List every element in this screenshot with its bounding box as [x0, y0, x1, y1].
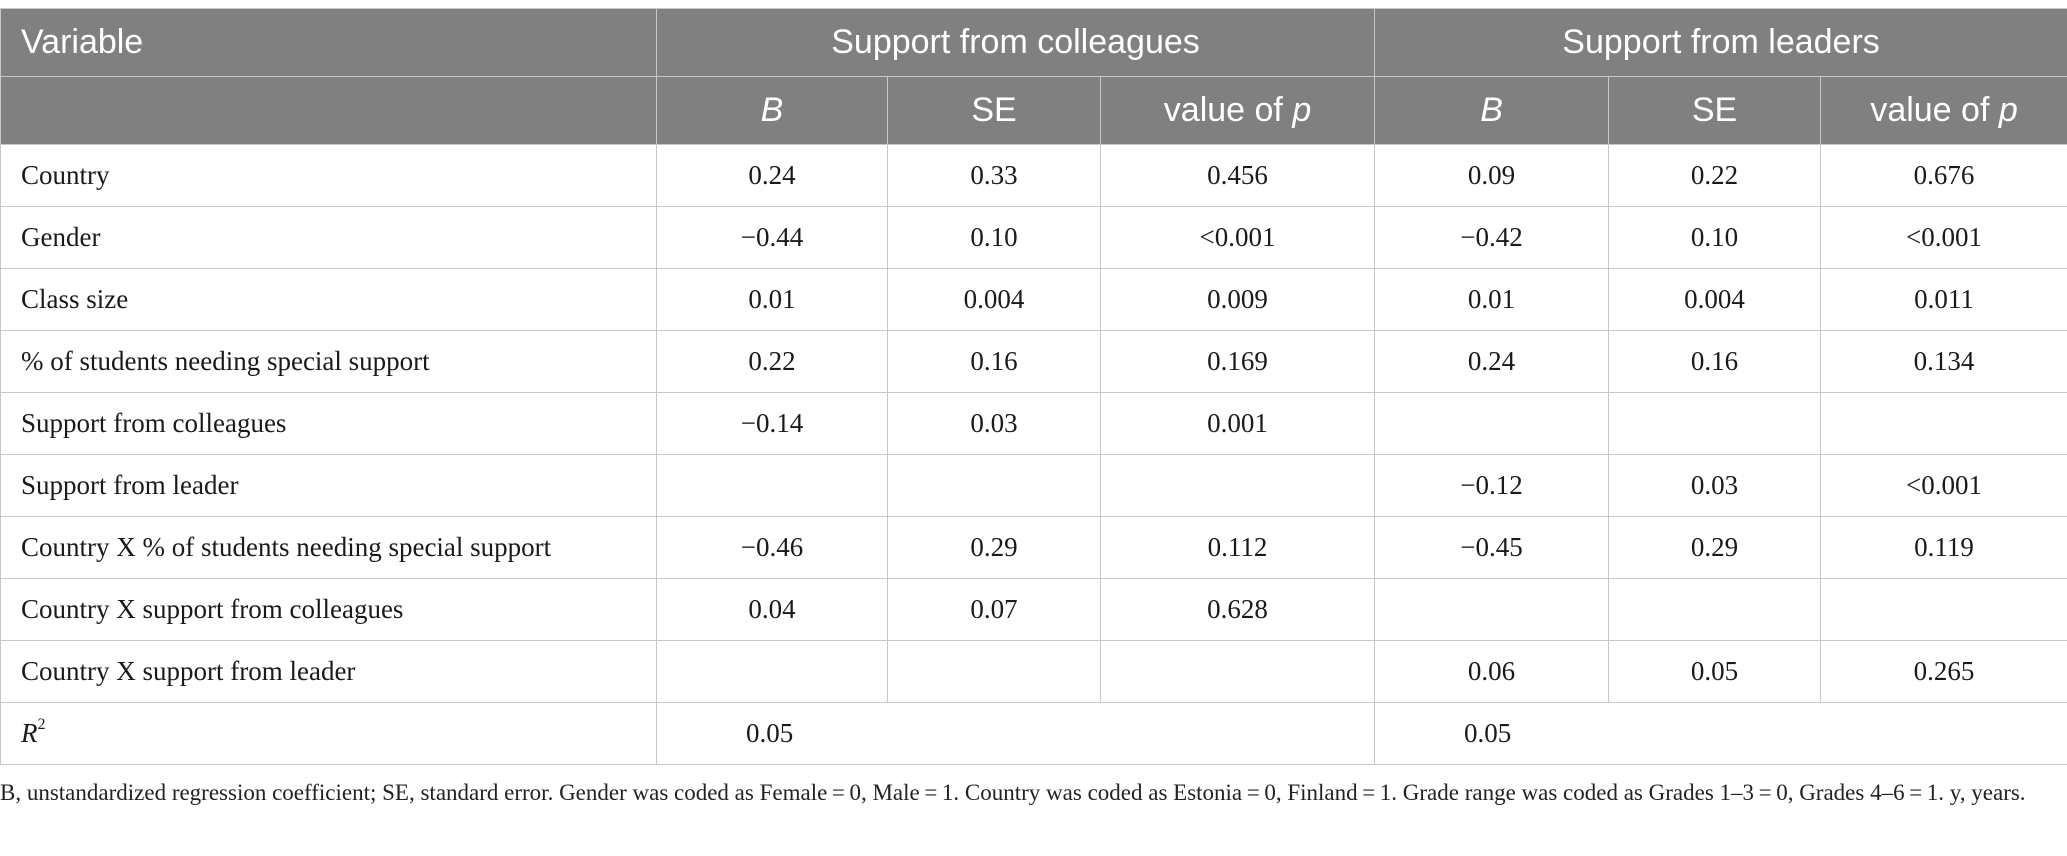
leaders-se-cell [1608, 392, 1822, 455]
leaders-se-cell: 0.05 [1608, 640, 1822, 703]
colleagues-b-cell: 0.04 [656, 578, 888, 641]
r-squared-label: R2 [0, 702, 657, 765]
colleagues-p-header: value of p [1099, 76, 1376, 145]
colleagues-b-cell: 0.22 [656, 330, 888, 393]
leaders-p-cell [1820, 392, 2067, 455]
colleagues-p-cell: 0.456 [1099, 144, 1376, 207]
leaders-b-cell: 0.24 [1374, 330, 1610, 393]
leaders-p-header-var: p [1998, 91, 2018, 129]
colleagues-p-cell: 0.009 [1099, 268, 1376, 331]
colleagues-se-cell: 0.29 [887, 516, 1101, 579]
leaders-p-cell: 0.676 [1820, 144, 2067, 207]
colleagues-se-cell: 0.16 [887, 330, 1101, 393]
row-label: Country X support from leader [0, 640, 657, 703]
leaders-p-header: value of p [1820, 76, 2067, 145]
leaders-p-cell: 0.134 [1820, 330, 2067, 393]
leaders-se-cell [1608, 578, 1822, 641]
colleagues-se-cell [887, 640, 1101, 703]
header-row-groups: Variable Support from colleagues Support… [0, 8, 2067, 77]
colleagues-b-cell: 0.24 [656, 144, 888, 207]
leaders-b-cell: −0.42 [1374, 206, 1610, 269]
leaders-p-cell: 0.119 [1820, 516, 2067, 579]
row-label: Support from leader [0, 454, 657, 517]
leaders-se-cell: 0.10 [1608, 206, 1822, 269]
leaders-p-header-text: value of [1870, 91, 1999, 129]
leaders-b-cell: 0.09 [1374, 144, 1610, 207]
leaders-p-cell: <0.001 [1820, 454, 2067, 517]
leaders-se-cell: 0.16 [1608, 330, 1822, 393]
table-footnote: B, unstandardized regression coefficient… [0, 780, 2026, 805]
table-row: Gender −0.44 0.10 <0.001 −0.42 0.10 <0.0… [0, 206, 2067, 269]
colleagues-b-cell [656, 454, 888, 517]
leaders-b-cell [1374, 392, 1610, 455]
colleagues-b-cell: −0.14 [656, 392, 888, 455]
leaders-r-squared-value: 0.05 [1374, 702, 2067, 765]
colleagues-p-cell: <0.001 [1099, 206, 1376, 269]
colleagues-b-cell: 0.01 [656, 268, 888, 331]
row-label: % of students needing special support [0, 330, 657, 393]
colleagues-b-header: B [656, 76, 888, 145]
leaders-se-header: SE [1608, 76, 1822, 145]
colleagues-p-cell [1099, 454, 1376, 517]
leaders-se-cell: 0.004 [1608, 268, 1822, 331]
colleagues-p-header-var: p [1292, 91, 1312, 129]
colleagues-se-cell: 0.03 [887, 392, 1101, 455]
leaders-b-cell: −0.45 [1374, 516, 1610, 579]
leaders-se-cell: 0.03 [1608, 454, 1822, 517]
colleagues-b-cell [656, 640, 888, 703]
colleagues-se-cell: 0.004 [887, 268, 1101, 331]
leaders-b-header: B [1374, 76, 1610, 145]
leaders-p-cell: <0.001 [1820, 206, 2067, 269]
table-row: Class size 0.01 0.004 0.009 0.01 0.004 0… [0, 268, 2067, 331]
r-squared-superscript: 2 [37, 716, 46, 733]
row-label: Country X support from colleagues [0, 578, 657, 641]
leaders-se-cell: 0.22 [1608, 144, 1822, 207]
regression-table: Variable Support from colleagues Support… [0, 8, 2067, 765]
table-row: Support from colleagues −0.14 0.03 0.001 [0, 392, 2067, 455]
leaders-b-cell: −0.12 [1374, 454, 1610, 517]
r-squared-row: R2 0.05 0.05 [0, 702, 2067, 765]
colleagues-b-cell: −0.46 [656, 516, 888, 579]
colleagues-r-squared-value: 0.05 [655, 702, 1376, 765]
leaders-b-cell [1374, 578, 1610, 641]
row-label: Country X % of students needing special … [0, 516, 657, 579]
colleagues-p-cell: 0.001 [1099, 392, 1376, 455]
row-label: Gender [0, 206, 657, 269]
table-row: Support from leader −0.12 0.03 <0.001 [0, 454, 2067, 517]
colleagues-group-header: Support from colleagues [655, 8, 1376, 77]
table-row: Country X support from colleagues 0.04 0… [0, 578, 2067, 641]
colleagues-p-cell: 0.628 [1099, 578, 1376, 641]
colleagues-b-cell: −0.44 [656, 206, 888, 269]
variable-header: Variable [0, 8, 657, 77]
colleagues-se-header: SE [887, 76, 1101, 145]
colleagues-p-cell: 0.169 [1099, 330, 1376, 393]
colleagues-p-cell [1099, 640, 1376, 703]
table-row: % of students needing special support 0.… [0, 330, 2067, 393]
leaders-p-cell: 0.265 [1820, 640, 2067, 703]
table-body: Country 0.24 0.33 0.456 0.09 0.22 0.676 … [0, 144, 2067, 765]
empty-header-cell [0, 76, 657, 145]
leaders-group-header: Support from leaders [1374, 8, 2067, 77]
table-row: Country X support from leader 0.06 0.05 … [0, 640, 2067, 703]
colleagues-se-cell [887, 454, 1101, 517]
colleagues-p-header-text: value of [1163, 91, 1293, 129]
colleagues-se-cell: 0.10 [887, 206, 1101, 269]
row-label: Class size [0, 268, 657, 331]
r-squared-symbol: R [21, 718, 38, 748]
leaders-p-cell [1820, 578, 2067, 641]
row-label: Country [0, 144, 657, 207]
colleagues-p-cell: 0.112 [1099, 516, 1376, 579]
row-label: Support from colleagues [0, 392, 657, 455]
header-row-stats: B SE value of p B SE value of p [0, 76, 2067, 145]
table-row: Country X % of students needing special … [0, 516, 2067, 579]
leaders-p-cell: 0.011 [1820, 268, 2067, 331]
table-row: Country 0.24 0.33 0.456 0.09 0.22 0.676 [0, 144, 2067, 207]
colleagues-se-cell: 0.33 [887, 144, 1101, 207]
leaders-b-cell: 0.06 [1374, 640, 1610, 703]
colleagues-se-cell: 0.07 [887, 578, 1101, 641]
leaders-se-cell: 0.29 [1608, 516, 1822, 579]
leaders-b-cell: 0.01 [1374, 268, 1610, 331]
